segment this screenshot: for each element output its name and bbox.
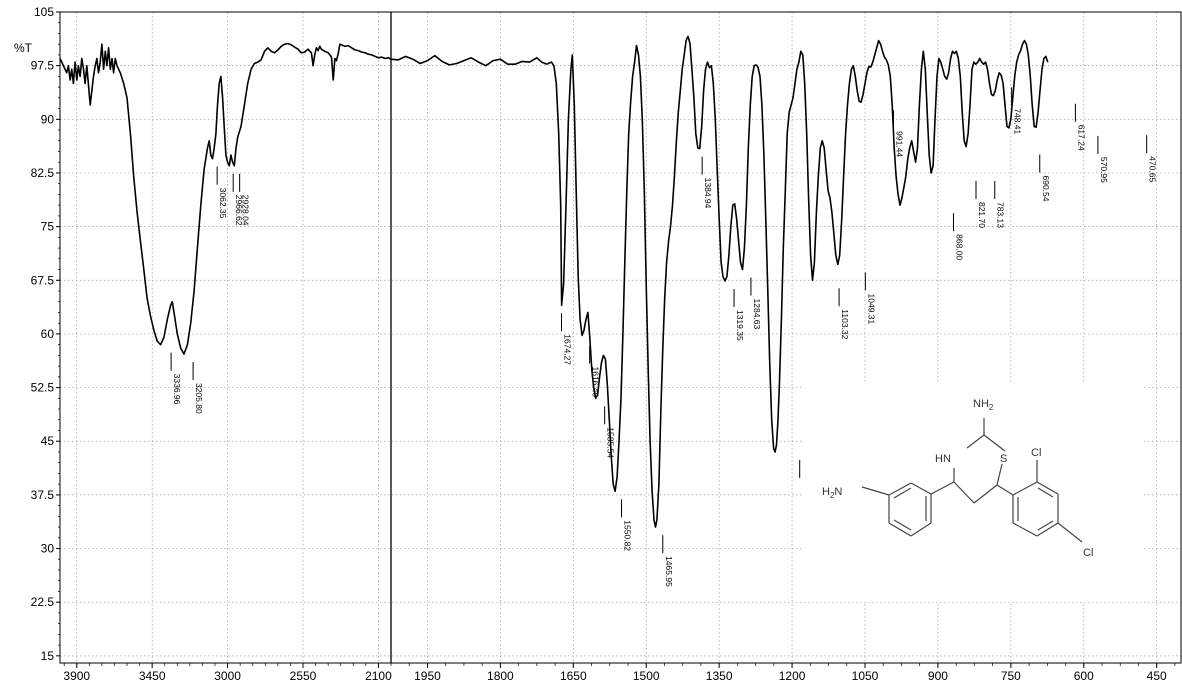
peak-label: 1284.63 — [752, 299, 762, 330]
peak-label: 748.41 — [1013, 108, 1023, 134]
peak-label: 1674.27 — [563, 334, 573, 365]
y-tick-label: 22.5 — [31, 595, 55, 609]
ring-hn-label: HN — [935, 453, 951, 465]
x-tick-label: 900 — [928, 669, 948, 683]
y-tick-label: 45 — [41, 434, 55, 448]
y-axis-label: %T — [14, 41, 33, 55]
y-tick-label: 60 — [41, 327, 55, 341]
y-tick-label: 67.5 — [31, 273, 55, 287]
peak-label: 783.13 — [996, 202, 1006, 228]
peak-label: 2966.62 — [234, 195, 244, 226]
x-tick-label: 450 — [1147, 669, 1167, 683]
peak-label: 821.70 — [977, 202, 987, 228]
chloro-bottom-label: Cl — [1083, 547, 1093, 559]
peak-label: 3062.35 — [218, 188, 228, 219]
peak-label: 2928.04 — [241, 195, 251, 226]
peak-label: 1550.82 — [623, 520, 633, 551]
y-axis: 15 22.5 30 37.5 45 52.5 60 67.5 75 82.5 90 97.5 105 — [31, 5, 60, 663]
peak-label: 690.54 — [1041, 175, 1051, 201]
y-tick-label: 82.5 — [31, 166, 55, 180]
y-tick-label: 97.5 — [31, 59, 55, 73]
molecule-structure: NH2 HN S H2N Cl Cl — [802, 382, 1142, 602]
peak-label: 1465.95 — [664, 556, 674, 587]
x-tick-label: 1200 — [779, 669, 806, 683]
peak-label: 868.00 — [954, 234, 964, 260]
chloro-top-label: Cl — [1031, 447, 1041, 459]
peak-label: 617.24 — [1076, 125, 1086, 151]
peak-label: 1585.54 — [606, 427, 616, 458]
x-tick-label: 1350 — [706, 669, 733, 683]
x-tick-label: 1500 — [633, 669, 660, 683]
y-tick-label: 105 — [34, 5, 54, 19]
peak-label: 1319.35 — [735, 310, 745, 341]
ring-s-label: S — [1000, 453, 1007, 465]
amine-nh2-label: NH2 — [973, 398, 994, 412]
peak-label: 3205.80 — [194, 383, 204, 414]
peak-label: 470.65 — [1148, 156, 1158, 182]
y-tick-label: 52.5 — [31, 381, 55, 395]
x-tick-label: 1050 — [852, 669, 879, 683]
x-axis: 3900 3450 3000 2550 2100 1950 1800 1650 1500 1350… — [63, 663, 1176, 683]
peak-label: 3336.96 — [172, 374, 182, 405]
transmittance-trace — [59, 35, 1049, 528]
x-tick-label: 3900 — [63, 669, 90, 683]
plot-frame — [59, 11, 1182, 664]
peak-label: 1616.40 — [591, 367, 601, 398]
peak-label: 991.44 — [894, 131, 904, 157]
x-tick-label: 750 — [1001, 669, 1021, 683]
y-tick-label: 37.5 — [31, 488, 55, 502]
y-tick-label: 75 — [41, 220, 55, 234]
y-tick-label: 30 — [41, 542, 55, 556]
x-tick-label: 1800 — [487, 669, 514, 683]
x-tick-label: 3450 — [139, 669, 166, 683]
peak-label: 570.95 — [1099, 157, 1109, 183]
aniline-nh2-label: H2N — [822, 486, 842, 500]
x-tick-label: 3000 — [214, 669, 241, 683]
peak-label: 1049.31 — [866, 294, 876, 325]
x-tick-label: 1950 — [414, 669, 441, 683]
molecule-background — [802, 382, 1142, 602]
y-tick-label: 15 — [41, 649, 55, 663]
x-tick-label: 2100 — [365, 669, 392, 683]
x-tick-label: 1650 — [560, 669, 587, 683]
peak-label: 1384.94 — [703, 178, 713, 209]
grid-lines — [60, 12, 1181, 663]
x-tick-label: 600 — [1074, 669, 1094, 683]
x-tick-label: 2550 — [290, 669, 317, 683]
peak-label: 1103.32 — [840, 309, 850, 339]
y-tick-label: 90 — [41, 112, 55, 126]
